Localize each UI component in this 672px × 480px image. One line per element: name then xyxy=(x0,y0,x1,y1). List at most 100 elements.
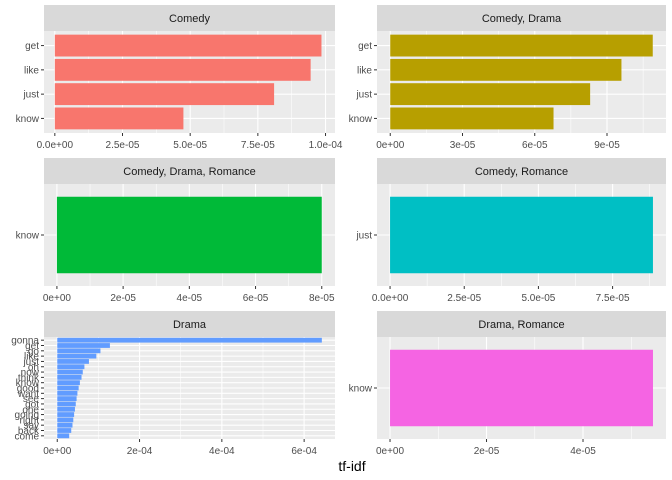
bar-just xyxy=(57,359,89,364)
y-tick-label: think xyxy=(18,373,40,384)
bar-know xyxy=(390,349,653,427)
x-tick-label: 6e-05 xyxy=(522,140,548,151)
x-tick-label: 4e-04 xyxy=(209,446,235,457)
y-tick-label: just xyxy=(355,90,372,101)
bar-back xyxy=(57,428,72,433)
bar-say xyxy=(57,422,73,428)
bar-going xyxy=(57,412,75,417)
bar-know xyxy=(390,107,554,130)
y-tick-label: like xyxy=(357,65,372,76)
x-tick-label: 5.0e-05 xyxy=(173,140,207,151)
bar-gonna xyxy=(57,337,322,343)
bar-just xyxy=(390,83,591,106)
x-tick-label: 0e+00 xyxy=(43,446,72,457)
bar-know xyxy=(57,380,80,386)
x-axis-title: tf-idf xyxy=(338,458,365,474)
facet-panel-4: Drama gonnagetgolikejustohnowthinkknowgoo… xyxy=(11,311,335,457)
bar-got xyxy=(57,401,76,407)
facet-strip xyxy=(44,5,335,31)
x-tick-label: 7.5e-05 xyxy=(596,293,630,304)
bar-get xyxy=(57,343,110,348)
bar-like xyxy=(54,58,311,81)
y-tick-label: just xyxy=(22,90,39,101)
x-tick-label: 0e+00 xyxy=(376,446,405,457)
bar-now xyxy=(57,369,83,375)
bar-like xyxy=(57,353,97,359)
bar-know xyxy=(56,196,322,274)
bar-get xyxy=(390,34,653,57)
y-tick-label: just xyxy=(22,357,39,368)
x-tick-label: 2e-05 xyxy=(110,293,136,304)
facet-panel-3: Comedy, Romance just 0.0e+00 2.5e-05 5.0e-05… xyxy=(355,158,666,304)
x-tick-label: 2.5e-05 xyxy=(447,293,481,304)
y-tick-label: right xyxy=(20,415,40,426)
bar-want xyxy=(57,390,78,396)
bar-know xyxy=(54,107,184,130)
y-tick-label: like xyxy=(24,65,39,76)
facet-strip xyxy=(44,311,335,337)
x-tick-label: 0.0e+00 xyxy=(372,293,409,304)
y-tick-label: oh xyxy=(28,362,39,373)
y-tick-label: one xyxy=(22,405,39,416)
facet-panel-5: Drama, Romance know 0e+00 2e-05 4e-05 xyxy=(349,311,666,457)
facet-strip-title: Drama xyxy=(173,319,207,331)
facet-strip xyxy=(377,158,666,184)
bar-think xyxy=(57,374,82,380)
bar-see xyxy=(57,396,77,402)
x-tick-label: 3e-05 xyxy=(450,140,476,151)
bar-like xyxy=(390,58,622,81)
x-tick-label: 2e-05 xyxy=(474,446,500,457)
y-tick-label: like xyxy=(24,352,39,363)
bar-just xyxy=(390,196,653,274)
y-tick-label: know xyxy=(16,231,40,242)
facet-strip-title: Drama, Romance xyxy=(478,319,564,331)
facet-panel-0: Comedy get like just know 0.0e+00 2.5e-05 5.0e-… xyxy=(16,5,343,151)
x-tick-label: 6e-05 xyxy=(243,293,269,304)
y-tick-label: say xyxy=(23,421,39,432)
y-tick-label: know xyxy=(349,384,373,395)
y-tick-label: go xyxy=(28,346,40,357)
bar-get xyxy=(54,34,322,57)
x-tick-label: 6e-04 xyxy=(291,446,317,457)
y-tick-label: now xyxy=(21,368,40,379)
y-tick-label: going xyxy=(15,410,39,421)
facet-strip-title: Comedy xyxy=(169,13,210,25)
y-tick-label: got xyxy=(25,399,39,410)
facet-strip-title: Comedy, Drama xyxy=(482,13,562,25)
facet-panel-1: Comedy, Drama get like just know 0e+00 3e-05 6e… xyxy=(349,5,666,151)
x-tick-label: 4e-05 xyxy=(177,293,203,304)
bar-just xyxy=(54,83,275,106)
x-tick-label: 0e+00 xyxy=(376,140,405,151)
x-tick-label: 8e-05 xyxy=(309,293,335,304)
facet-panel-2: Comedy, Drama, Romance know 0e+00 2e-05 4e-0… xyxy=(16,158,335,304)
y-tick-label: good xyxy=(17,384,39,395)
facet-strip xyxy=(44,158,335,184)
y-tick-label: gonna xyxy=(11,336,39,347)
bar-come xyxy=(57,433,70,439)
y-tick-label: get xyxy=(25,341,39,352)
y-tick-label: back xyxy=(18,426,40,437)
y-tick-label: want xyxy=(17,389,39,400)
x-tick-label: 2e-04 xyxy=(127,446,153,457)
x-tick-label: 4e-05 xyxy=(570,446,596,457)
facet-strip xyxy=(377,5,666,31)
y-tick-label: see xyxy=(23,394,40,405)
x-tick-label: 9e-05 xyxy=(594,140,620,151)
x-tick-label: 2.5e-05 xyxy=(106,140,140,151)
facet-strip xyxy=(377,311,666,337)
facet-strip-title: Comedy, Drama, Romance xyxy=(123,166,255,178)
x-tick-label: 7.5e-05 xyxy=(241,140,275,151)
y-tick-label: just xyxy=(355,231,372,242)
x-tick-label: 0e+00 xyxy=(43,293,72,304)
y-tick-label: come xyxy=(15,431,40,442)
bar-right xyxy=(57,417,74,423)
y-tick-label: get xyxy=(25,41,39,52)
y-tick-label: know xyxy=(16,114,40,125)
bar-one xyxy=(57,406,75,412)
x-tick-label: 1.0e-04 xyxy=(309,140,343,151)
facet-strip-title: Comedy, Romance xyxy=(475,166,568,178)
y-tick-label: know xyxy=(349,114,373,125)
bar-go xyxy=(57,348,101,354)
